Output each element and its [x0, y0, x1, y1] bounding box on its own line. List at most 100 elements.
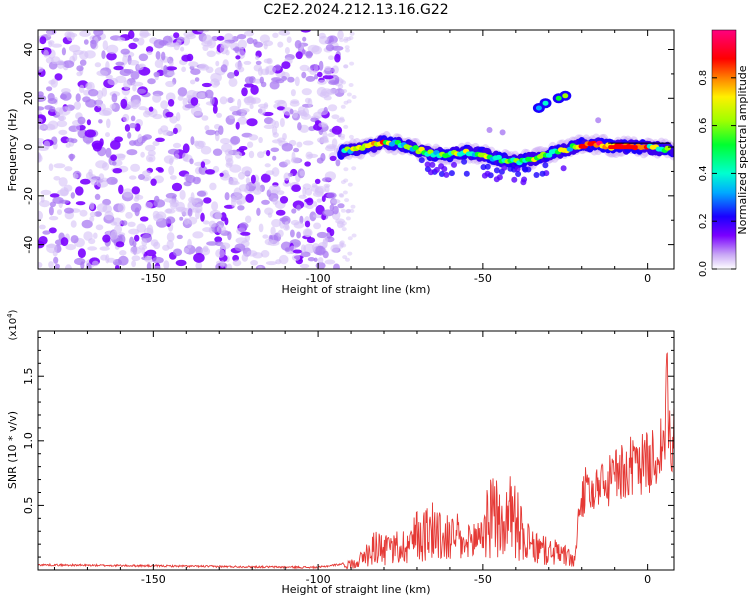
- noise-speck: [49, 206, 54, 215]
- noise-speck: [195, 77, 200, 82]
- noise-speck: [203, 220, 210, 224]
- noise-speck: [80, 60, 87, 66]
- noise-speck: [284, 173, 291, 181]
- noise-speck: [235, 55, 240, 59]
- noise-speck: [90, 40, 97, 49]
- noise-speck: [129, 175, 136, 179]
- noise-speck: [79, 51, 88, 60]
- noise-speck: [49, 106, 55, 112]
- trace-scatter: [434, 167, 440, 173]
- noise-speck: [340, 134, 345, 138]
- noise-speck: [44, 124, 56, 131]
- secondary-blob: [533, 91, 571, 113]
- spectrogram-marks: [33, 27, 678, 273]
- noise-speck: [74, 101, 81, 110]
- noise-speck: [46, 244, 56, 248]
- noise-speck: [266, 150, 270, 156]
- y-tick-label: 0: [22, 144, 35, 151]
- noise-speck: [97, 203, 108, 212]
- noise-speck: [260, 77, 264, 84]
- noise-speck: [278, 30, 290, 35]
- noise-speck: [69, 45, 80, 53]
- noise-speck: [305, 221, 310, 228]
- noise-speck: [145, 202, 153, 209]
- noise-speck: [339, 79, 344, 83]
- noise-speck: [300, 170, 305, 176]
- noise-speck: [76, 201, 86, 205]
- trace-scatter: [428, 169, 434, 175]
- noise-speck: [62, 47, 66, 55]
- noise-speck: [245, 216, 251, 224]
- noise-speck: [349, 209, 354, 213]
- noise-speck: [346, 216, 351, 220]
- noise-speck: [277, 42, 283, 48]
- noise-speck: [202, 83, 212, 87]
- noise-speck: [236, 122, 240, 130]
- trace-scatter: [540, 171, 546, 177]
- noise-speck: [339, 38, 344, 42]
- noise-speck: [310, 65, 316, 70]
- noise-speck: [201, 115, 208, 121]
- noise-speck: [291, 157, 301, 164]
- noise-speck: [113, 168, 123, 173]
- stray-dot: [595, 117, 601, 123]
- noise-speck: [102, 235, 110, 243]
- noise-speck: [54, 163, 66, 168]
- noise-speck: [311, 46, 322, 55]
- noise-speck: [336, 159, 341, 166]
- noise-speck: [85, 83, 92, 90]
- noise-speck: [176, 112, 180, 121]
- noise-speck: [237, 66, 244, 72]
- noise-speck: [43, 50, 49, 58]
- noise-speck: [249, 134, 258, 140]
- noise-speck: [71, 235, 79, 243]
- noise-speck: [285, 47, 290, 54]
- noise-speck: [78, 117, 86, 125]
- noise-speck: [60, 94, 67, 99]
- noise-speck: [296, 142, 302, 148]
- noise-speck: [291, 89, 296, 96]
- noise-speck: [341, 209, 346, 213]
- trace-peak-band: [608, 145, 638, 149]
- noise-speck: [305, 51, 312, 59]
- trace-scatter: [511, 177, 517, 183]
- noise-speck: [67, 33, 77, 38]
- noise-speck: [287, 36, 292, 43]
- noise-speck: [305, 98, 311, 103]
- noise-speck: [280, 196, 288, 204]
- stray-dot: [500, 129, 506, 135]
- noise-speck: [272, 33, 278, 38]
- noise-speck: [83, 231, 93, 240]
- noise-speck: [87, 119, 91, 125]
- noise-speck: [232, 111, 241, 116]
- noise-speck: [244, 61, 252, 65]
- noise-speck: [116, 241, 125, 247]
- noise-speck: [319, 36, 329, 45]
- trace-scatter: [542, 162, 548, 168]
- noise-speck: [241, 113, 246, 118]
- blob-core: [562, 93, 568, 98]
- noise-speck: [126, 149, 137, 155]
- noise-speck: [274, 100, 285, 105]
- noise-speck: [190, 80, 195, 85]
- noise-speck: [259, 224, 264, 233]
- noise-speck: [247, 250, 258, 256]
- noise-speck: [97, 180, 109, 188]
- noise-speck: [162, 130, 171, 136]
- noise-speck: [322, 239, 328, 248]
- y-tick-label: -20: [22, 187, 35, 205]
- noise-speck: [318, 122, 327, 127]
- noise-speck: [147, 225, 153, 235]
- noise-speck: [64, 166, 72, 171]
- noise-speck: [178, 87, 188, 97]
- noise-speck: [318, 257, 324, 263]
- noise-speck: [315, 179, 321, 184]
- noise-speck: [166, 208, 173, 213]
- noise-speck: [217, 36, 225, 41]
- noise-speck: [205, 130, 216, 136]
- noise-speck: [326, 192, 336, 198]
- noise-speck: [251, 175, 256, 184]
- noise-speck: [339, 117, 344, 121]
- noise-speck: [166, 216, 176, 223]
- colorbar-label: Normalized spectral amplitude: [736, 65, 749, 234]
